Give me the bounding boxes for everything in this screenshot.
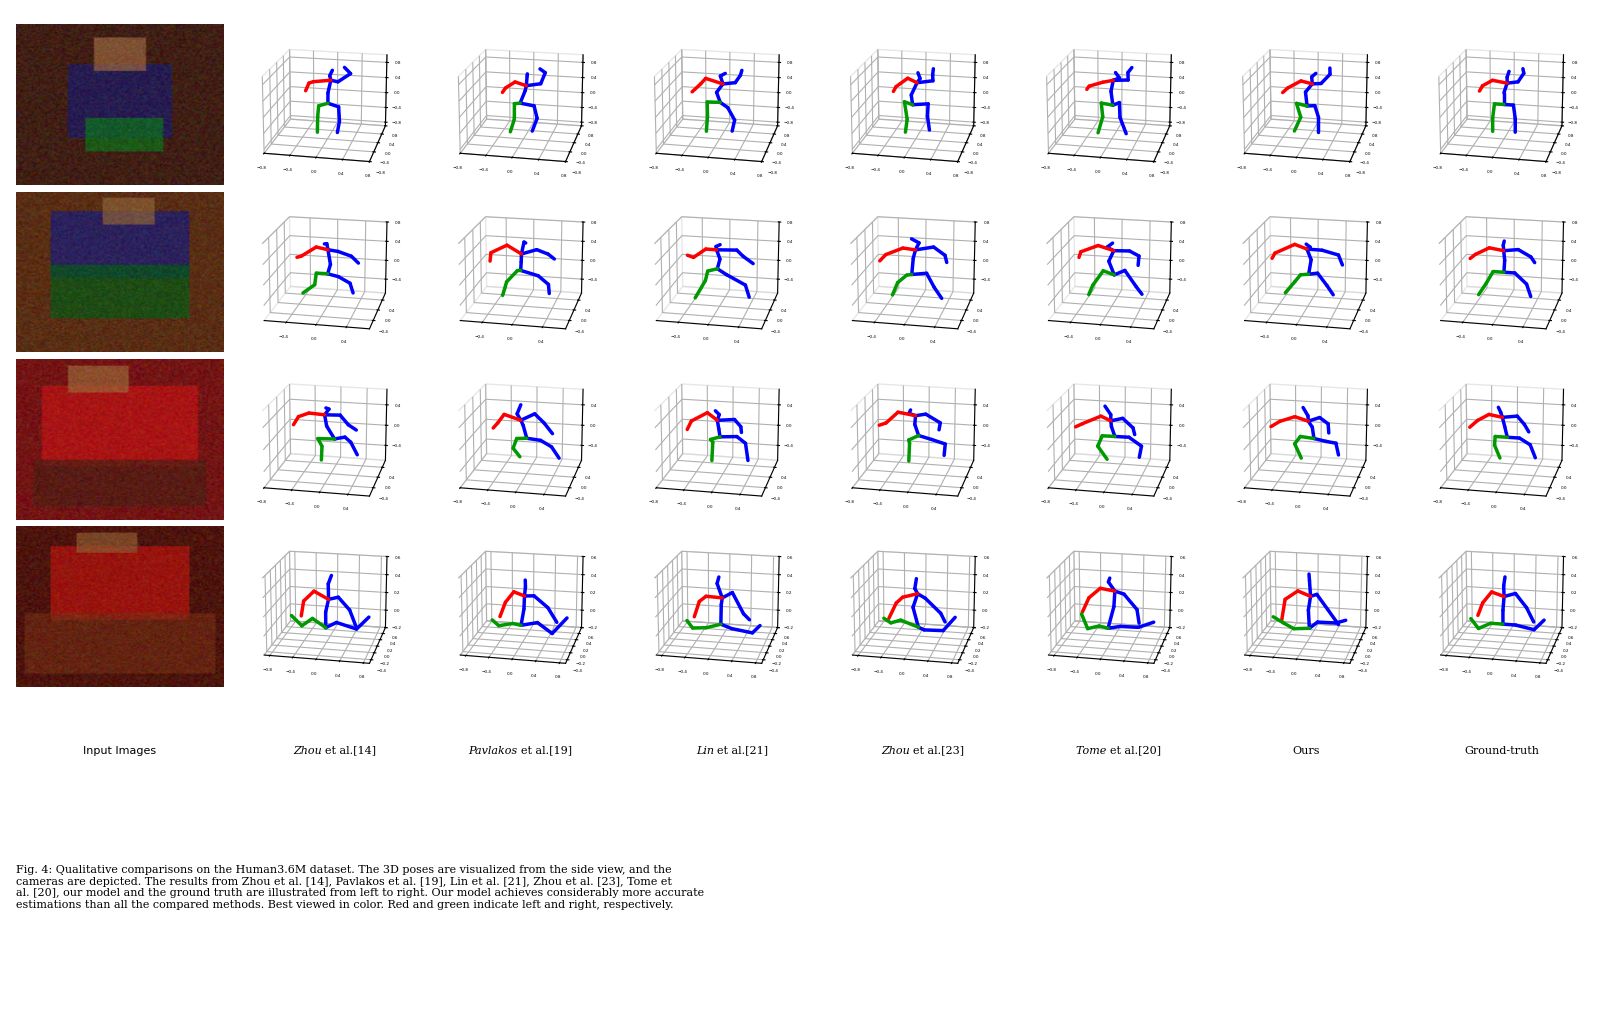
Text: Tome: Tome — [1076, 745, 1110, 755]
Text: Input Images: Input Images — [83, 745, 156, 755]
Text: et al.[14]: et al.[14] — [326, 745, 377, 755]
Text: Fig. 4: Qualitative comparisons on the Human3.6M dataset. The 3D poses are visua: Fig. 4: Qualitative comparisons on the H… — [16, 864, 704, 909]
Text: et al.[19]: et al.[19] — [521, 745, 573, 755]
Text: Lin: Lin — [696, 745, 717, 755]
Text: et al.[20]: et al.[20] — [1110, 745, 1161, 755]
Text: et al.[21]: et al.[21] — [717, 745, 768, 755]
Text: et al.[23]: et al.[23] — [914, 745, 964, 755]
Text: Ours: Ours — [1291, 745, 1320, 755]
Text: Pavlakos: Pavlakos — [468, 745, 521, 755]
Text: Zhou: Zhou — [294, 745, 326, 755]
Text: Zhou: Zhou — [881, 745, 914, 755]
Text: Ground-truth: Ground-truth — [1464, 745, 1540, 755]
